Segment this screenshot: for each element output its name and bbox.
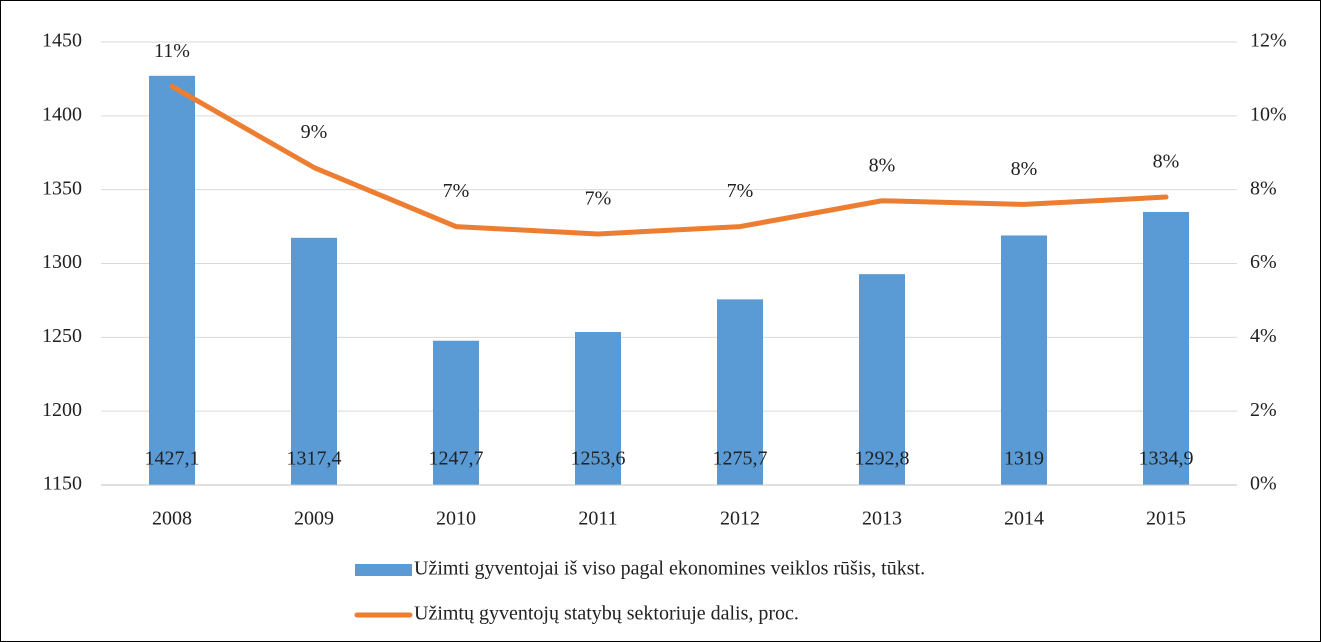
y-tick-label: 1200 xyxy=(42,399,82,421)
y-tick-label: 1400 xyxy=(42,103,82,125)
line-value-label: 7% xyxy=(727,180,754,202)
bar xyxy=(717,299,763,485)
x-tick-label: 2015 xyxy=(1146,508,1186,530)
y-tick-label: 1300 xyxy=(42,251,82,273)
bar xyxy=(859,274,905,485)
bar-value-label: 1253,6 xyxy=(571,448,626,470)
x-tick-label: 2009 xyxy=(294,508,334,530)
y-tick-label: 1350 xyxy=(42,177,82,199)
bar xyxy=(1001,235,1047,485)
bar-value-label: 1275,7 xyxy=(713,448,768,470)
y2-tick-label: 4% xyxy=(1250,325,1277,347)
bar xyxy=(433,340,479,485)
x-tick-label: 2008 xyxy=(152,508,192,530)
x-tick-label: 2014 xyxy=(1004,508,1044,530)
x-tick-label: 2013 xyxy=(862,508,902,530)
legend-label: Užimti gyventojai iš viso pagal ekonomin… xyxy=(414,558,925,580)
bar xyxy=(575,332,621,485)
y2-tick-label: 0% xyxy=(1250,473,1277,495)
x-tick-label: 2010 xyxy=(436,508,476,530)
line xyxy=(169,83,1169,237)
bar-value-label: 1292,8 xyxy=(855,448,910,470)
line-value-label: 8% xyxy=(869,154,896,176)
x-tick-label: 2012 xyxy=(720,508,760,530)
y-tick-label: 1150 xyxy=(43,473,82,495)
line-value-label: 9% xyxy=(301,121,328,143)
bar-value-label: 1334,9 xyxy=(1139,448,1194,470)
bar xyxy=(291,237,337,485)
line-value-label: 8% xyxy=(1153,151,1180,173)
bar-value-label: 1427,1 xyxy=(145,448,200,470)
y2-tick-label: 10% xyxy=(1250,103,1287,125)
y-tick-label: 1450 xyxy=(42,30,82,52)
y2-tick-label: 6% xyxy=(1250,251,1277,273)
bar xyxy=(149,75,195,485)
line-value-label: 7% xyxy=(443,180,470,202)
bar-value-label: 1247,7 xyxy=(429,448,484,470)
y-tick-label: 1250 xyxy=(42,325,82,347)
y2-tick-label: 2% xyxy=(1250,399,1277,421)
bar-value-label: 1319 xyxy=(1004,448,1044,470)
line-value-label: 7% xyxy=(585,188,612,210)
bar xyxy=(1143,211,1189,485)
y2-tick-label: 12% xyxy=(1250,30,1287,52)
legend-label: Užimtų gyventojų statybų sektoriuje dali… xyxy=(414,603,799,625)
legend-swatch xyxy=(355,564,412,576)
x-tick-label: 2011 xyxy=(578,508,617,530)
y2-tick-label: 8% xyxy=(1250,177,1277,199)
line-value-label: 11% xyxy=(154,40,190,62)
line-value-label: 8% xyxy=(1011,158,1038,180)
bar-value-label: 1317,4 xyxy=(287,448,342,470)
